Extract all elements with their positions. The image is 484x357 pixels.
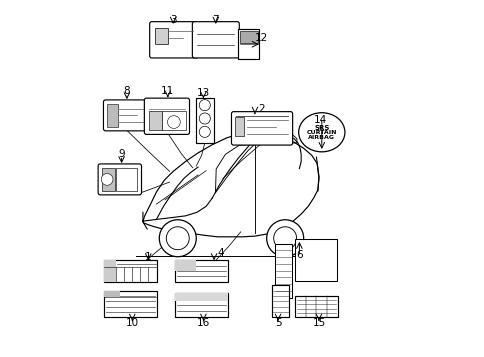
Bar [148,111,161,131]
Ellipse shape [298,113,344,152]
Text: 9: 9 [118,149,125,159]
Bar [104,291,157,317]
Bar [240,44,257,57]
FancyBboxPatch shape [144,98,189,134]
Bar [175,293,228,317]
Circle shape [166,227,189,250]
Text: AIRBAG: AIRBAG [308,135,334,140]
Bar [104,291,120,297]
Bar [154,28,167,44]
Text: 10: 10 [125,317,138,327]
Bar [175,260,196,271]
FancyBboxPatch shape [192,22,239,58]
Bar [274,243,291,298]
FancyBboxPatch shape [231,112,292,145]
FancyBboxPatch shape [150,22,198,58]
Text: 3: 3 [169,15,176,25]
Text: 15: 15 [312,317,325,327]
Text: 8: 8 [123,86,130,96]
Text: 12: 12 [254,33,268,43]
Circle shape [159,220,196,257]
Circle shape [167,116,180,129]
Bar [175,293,228,301]
Text: SRS: SRS [314,125,329,131]
Bar [240,31,257,43]
Bar [162,111,185,131]
Text: 7: 7 [212,15,219,25]
FancyBboxPatch shape [103,100,147,131]
Circle shape [266,220,303,257]
Bar [235,117,244,136]
Text: 14: 14 [314,115,327,125]
Bar [195,99,213,143]
Text: 2: 2 [258,104,265,114]
Bar [104,260,115,282]
Circle shape [199,126,210,137]
Bar [238,29,258,59]
FancyBboxPatch shape [98,164,141,195]
Bar [102,168,115,191]
Text: 6: 6 [295,250,302,260]
Circle shape [273,227,296,250]
Bar [295,296,337,317]
Circle shape [199,100,210,111]
Text: 5: 5 [274,317,281,327]
Bar [175,260,228,282]
Bar [107,104,118,127]
Text: 11: 11 [161,86,174,96]
Circle shape [101,174,113,185]
Text: 4: 4 [217,248,224,258]
Bar [294,239,336,281]
Text: CURTAIN: CURTAIN [306,130,336,136]
Circle shape [199,113,210,124]
Bar [272,285,288,317]
Bar [116,168,137,191]
Text: 13: 13 [197,88,210,98]
Text: 1: 1 [145,252,151,262]
Bar [104,260,157,282]
Text: 16: 16 [197,317,210,327]
